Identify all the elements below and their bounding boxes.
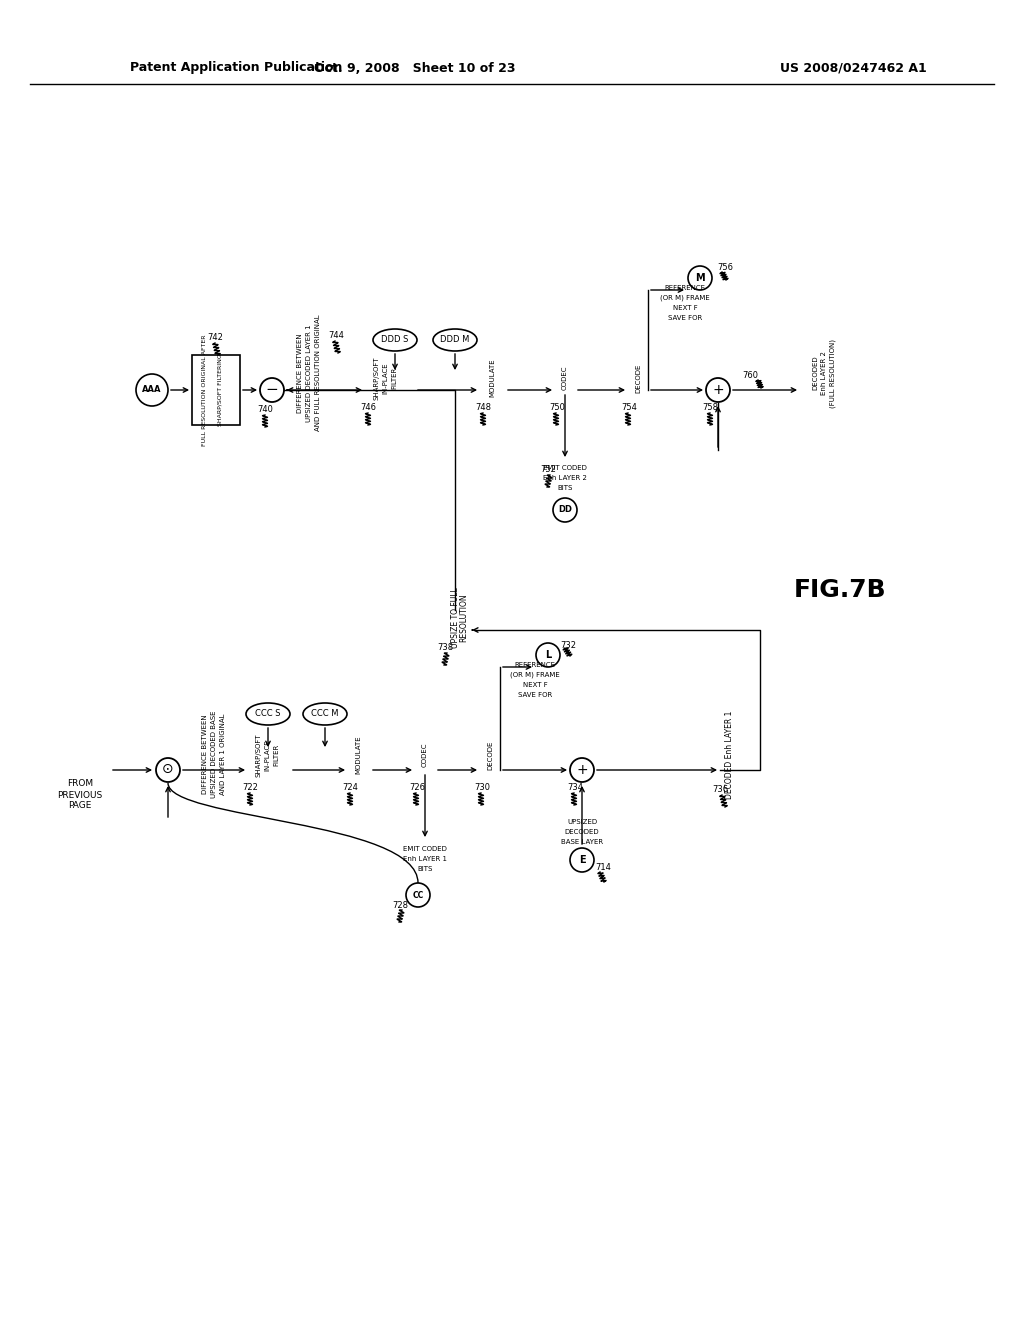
Text: AND FULL RESOLUTION ORIGINAL: AND FULL RESOLUTION ORIGINAL [315,314,321,432]
Text: +: + [712,383,724,397]
Text: BITS: BITS [557,484,572,491]
Text: PREVIOUS: PREVIOUS [57,791,102,800]
Text: SAVE FOR: SAVE FOR [518,692,552,698]
Text: FULL RESOLUTION ORIGINAL AFTER: FULL RESOLUTION ORIGINAL AFTER [202,334,207,446]
Text: AAA: AAA [142,385,162,395]
Text: UPSIZED DECODED LAYER 1: UPSIZED DECODED LAYER 1 [306,325,312,422]
Text: Enh LAYER 2: Enh LAYER 2 [543,475,587,480]
Text: 746: 746 [360,404,376,412]
Text: DECODE: DECODE [487,741,493,770]
Text: Patent Application Publication: Patent Application Publication [130,62,342,74]
Text: REFERENCE: REFERENCE [514,663,555,668]
Text: UPSIZED: UPSIZED [567,818,597,825]
Text: IN-PLACE: IN-PLACE [264,739,270,771]
Text: 760: 760 [742,371,758,380]
Text: SAVE FOR: SAVE FOR [668,315,702,321]
Text: 740: 740 [257,405,273,414]
Text: RESOLUTION: RESOLUTION [460,594,469,643]
Text: DD: DD [558,506,572,515]
Text: REFERENCE: REFERENCE [665,285,706,290]
Text: DDD S: DDD S [381,335,409,345]
Text: ⊙: ⊙ [162,762,174,776]
Text: DIFFERENCE BETWEEN: DIFFERENCE BETWEEN [297,333,303,413]
Text: 724: 724 [342,784,358,792]
Text: US 2008/0247462 A1: US 2008/0247462 A1 [780,62,927,74]
Text: E: E [579,855,586,865]
Text: (OR M) FRAME: (OR M) FRAME [660,294,710,301]
Text: 722: 722 [242,784,258,792]
Text: SHARP/SOFT FILTERING: SHARP/SOFT FILTERING [217,354,222,426]
Text: DECODED: DECODED [564,829,599,836]
Text: MODULATE: MODULATE [355,735,361,775]
Text: 748: 748 [475,404,490,412]
Text: Enh LAYER 1: Enh LAYER 1 [403,855,447,862]
Text: (OR M) FRAME: (OR M) FRAME [510,672,560,678]
Text: FILTER: FILTER [273,744,279,766]
Text: 714: 714 [595,863,611,873]
Text: +: + [577,763,588,777]
Text: CODEC: CODEC [422,743,428,767]
Text: EMIT CODED: EMIT CODED [403,846,446,851]
Text: CCC M: CCC M [311,710,339,718]
Bar [193,355,240,425]
Text: 754: 754 [622,404,637,412]
Text: DECODE: DECODE [635,363,641,392]
Text: DIFFERENCE BETWEEN: DIFFERENCE BETWEEN [202,714,208,793]
Text: EMIT CODED: EMIT CODED [543,465,587,471]
Text: 726: 726 [409,784,425,792]
Text: BITS: BITS [418,866,433,873]
Text: DECODED: DECODED [812,355,818,391]
Text: Enh LAYER 2: Enh LAYER 2 [821,351,827,395]
Text: 742: 742 [207,334,223,342]
Text: L: L [545,649,551,660]
Text: SHARP/SOFT: SHARP/SOFT [373,356,379,400]
Text: 750: 750 [549,404,565,412]
Text: 732: 732 [560,640,575,649]
Text: M: M [695,273,705,282]
Text: CC: CC [413,891,424,899]
Text: BASE LAYER: BASE LAYER [561,840,603,845]
Text: (FULL RESOLUTION): (FULL RESOLUTION) [829,338,837,408]
Text: NEXT F: NEXT F [673,305,697,312]
Text: DECODED Enh LAYER 1: DECODED Enh LAYER 1 [725,710,734,799]
Text: 730: 730 [474,784,490,792]
Text: 736: 736 [712,785,728,795]
Text: 728: 728 [392,900,408,909]
Text: 734: 734 [567,784,583,792]
Text: UPSIZE TO FULL: UPSIZE TO FULL [451,587,460,648]
Text: AND LAYER 1 ORIGINAL: AND LAYER 1 ORIGINAL [220,713,226,795]
Text: 738: 738 [437,644,453,652]
Text: 758: 758 [702,404,718,412]
Text: CODEC: CODEC [562,366,568,391]
Text: CCC S: CCC S [255,710,281,718]
Text: 752: 752 [540,466,556,474]
Text: Oct. 9, 2008   Sheet 10 of 23: Oct. 9, 2008 Sheet 10 of 23 [314,62,516,74]
Text: 756: 756 [717,264,733,272]
Text: MODULATE: MODULATE [489,359,495,397]
Text: NEXT F: NEXT F [522,682,548,688]
Text: DDD M: DDD M [440,335,470,345]
Text: −: − [265,383,279,397]
Text: FROM: FROM [67,780,93,788]
Text: SHARP/SOFT: SHARP/SOFT [255,733,261,776]
Text: 744: 744 [328,331,344,341]
Text: PAGE: PAGE [69,801,92,810]
Text: IN-PLACE: IN-PLACE [382,362,388,393]
Text: UPSIZED DECODED BASE: UPSIZED DECODED BASE [211,710,217,797]
Text: FIG.7B: FIG.7B [794,578,887,602]
Text: FILTER: FILTER [391,367,397,389]
